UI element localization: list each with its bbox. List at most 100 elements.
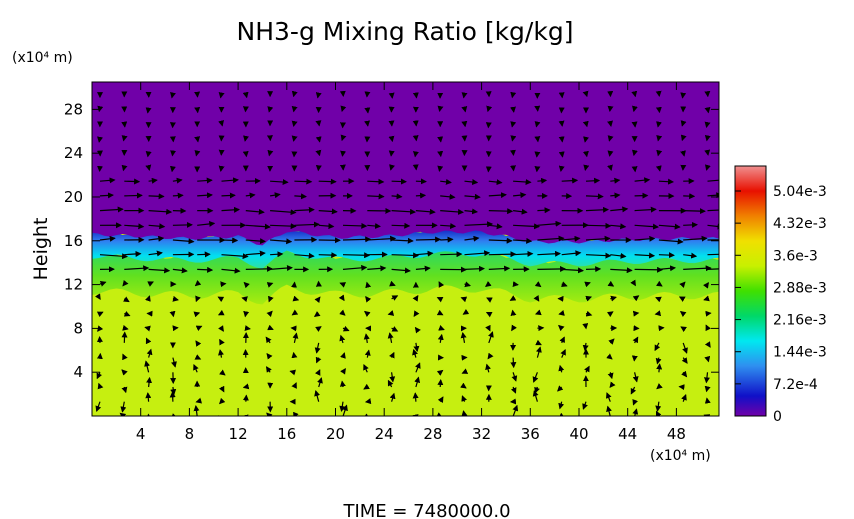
wind-arrow — [363, 383, 370, 390]
wind-arrow — [486, 105, 493, 113]
wind-arrow — [703, 295, 710, 302]
wind-arrow — [582, 415, 589, 416]
wind-arrow — [342, 264, 368, 271]
x-tick-label: 8 — [185, 425, 195, 443]
colorbar-label: 0 — [773, 409, 782, 425]
wind-arrow — [607, 135, 614, 142]
wind-arrow — [291, 351, 298, 359]
wind-arrow — [607, 120, 613, 127]
wind-arrow — [121, 164, 128, 172]
wind-arrow — [436, 412, 443, 416]
wind-arrow — [513, 179, 532, 186]
wind-arrow — [218, 385, 225, 393]
wind-arrow — [704, 164, 711, 171]
wind-arrow — [363, 363, 369, 373]
wind-arrow — [391, 295, 399, 301]
wind-arrow — [655, 165, 662, 172]
wind-arrow — [314, 342, 321, 354]
x-tick-label: 40 — [569, 425, 588, 443]
wind-arrow — [145, 107, 152, 114]
wind-arrow — [121, 369, 128, 376]
wind-arrow — [267, 149, 274, 157]
colorbar-label: 5.04e-3 — [773, 184, 827, 200]
wind-arrow — [291, 309, 299, 316]
wind-arrow — [195, 325, 203, 332]
wind-arrow — [121, 386, 128, 394]
wind-arrow — [678, 296, 686, 302]
wind-arrow — [268, 295, 274, 303]
wind-arrow — [388, 150, 395, 157]
wind-arrow — [655, 357, 662, 365]
wind-arrow — [681, 370, 688, 378]
wind-arrow — [415, 236, 442, 243]
wind-arrow — [656, 383, 663, 390]
wind-arrow — [221, 267, 241, 274]
wind-arrow — [440, 208, 465, 215]
wind-arrow — [681, 357, 688, 364]
wind-arrow — [342, 325, 350, 332]
wind-arrow — [389, 392, 396, 402]
wind-arrow — [680, 150, 686, 157]
wind-arrow — [412, 92, 419, 99]
wind-arrow — [537, 250, 562, 257]
wind-arrow — [96, 311, 104, 318]
wind-arrow — [513, 192, 527, 199]
wind-arrow — [610, 192, 621, 199]
wind-arrow — [218, 415, 224, 416]
wind-arrow — [437, 396, 444, 403]
wind-arrow — [537, 265, 567, 272]
wind-arrow — [340, 105, 347, 113]
wind-arrow — [291, 120, 298, 128]
wind-arrow — [679, 281, 686, 288]
wind-arrow — [464, 221, 494, 228]
wind-arrow — [461, 395, 467, 402]
wind-arrow — [436, 296, 444, 303]
wind-arrow — [656, 149, 663, 157]
wind-arrow — [340, 367, 346, 375]
wind-arrow — [561, 250, 582, 257]
wind-arrow — [172, 325, 179, 332]
wind-arrow — [440, 251, 463, 258]
wind-arrow — [270, 251, 284, 258]
wind-arrow — [634, 235, 656, 242]
wind-arrow — [656, 121, 662, 128]
y-tick-label: 16 — [64, 232, 83, 250]
wind-arrow — [704, 341, 711, 348]
wind-arrow — [680, 120, 687, 127]
wind-arrow — [532, 372, 539, 383]
chart-title: NH3-g Mixing Ratio [kg/kg] — [237, 17, 574, 46]
wind-arrow — [412, 151, 419, 158]
wind-arrow — [559, 336, 565, 344]
wind-arrow — [631, 166, 638, 173]
wind-arrow — [342, 252, 371, 259]
wind-arrow — [655, 106, 662, 114]
wind-arrow — [658, 252, 675, 259]
wind-arrow — [123, 296, 130, 303]
wind-arrow — [120, 401, 127, 413]
wind-arrow — [245, 250, 266, 257]
wind-arrow — [460, 296, 468, 303]
wind-arrow — [558, 136, 565, 143]
wind-arrow — [172, 267, 188, 274]
wind-arrow — [391, 252, 420, 259]
wind-arrow — [148, 177, 158, 184]
wind-arrow — [364, 120, 371, 127]
wind-arrow — [558, 401, 565, 410]
wind-arrow — [440, 178, 452, 185]
wind-arrow — [658, 238, 684, 245]
wind-arrow — [537, 220, 562, 227]
wind-arrow — [291, 382, 297, 389]
wind-arrow — [632, 398, 639, 406]
wind-arrow — [656, 363, 663, 373]
wind-arrow — [461, 368, 469, 374]
wind-arrow — [123, 310, 131, 317]
wind-arrow — [537, 207, 551, 214]
x-tick-label: 48 — [667, 425, 686, 443]
wind-arrow — [605, 392, 612, 402]
wind-arrow — [561, 235, 581, 242]
y-tick-label: 24 — [64, 144, 83, 162]
wind-arrow — [241, 296, 248, 303]
wind-arrow — [338, 294, 345, 302]
wind-arrow — [171, 357, 177, 368]
